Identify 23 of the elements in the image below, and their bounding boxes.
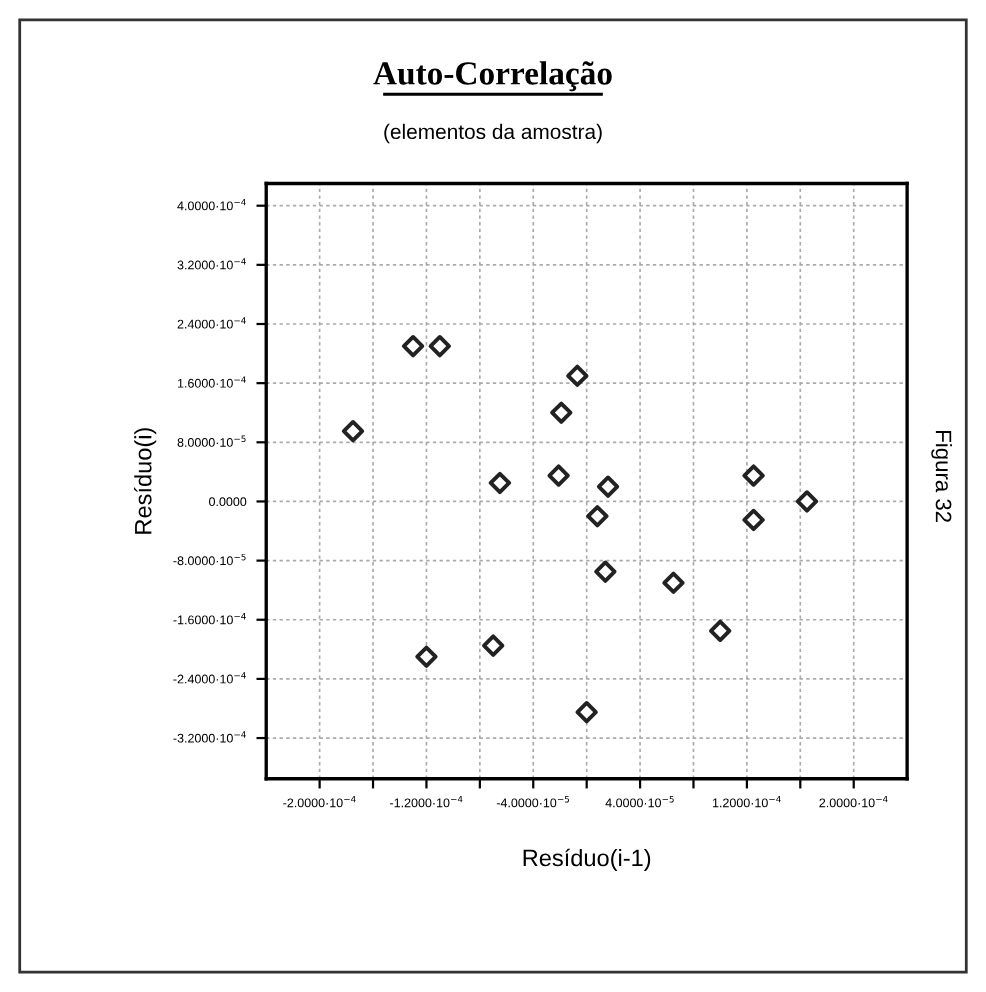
point — [488, 471, 512, 495]
point — [596, 475, 620, 498]
chart-subtitle: (elementos da amostra) — [384, 123, 602, 144]
x-axis-title: Resíduo(i-1) — [523, 848, 651, 871]
point — [795, 490, 819, 513]
point — [547, 464, 570, 487]
point — [566, 364, 589, 387]
y-axis-title: Resíduo(i) — [133, 428, 157, 534]
point — [415, 645, 438, 668]
point — [742, 464, 765, 487]
point — [575, 701, 598, 724]
point — [550, 401, 573, 424]
point — [594, 560, 617, 583]
point — [401, 335, 425, 358]
point — [341, 420, 365, 443]
point — [662, 571, 685, 594]
chart-title: Auto-Correlação — [373, 61, 612, 92]
point — [428, 335, 451, 358]
point — [709, 619, 732, 643]
point — [742, 508, 765, 532]
text: Figura 32 — [931, 431, 952, 522]
point — [586, 505, 609, 528]
point — [482, 634, 505, 657]
